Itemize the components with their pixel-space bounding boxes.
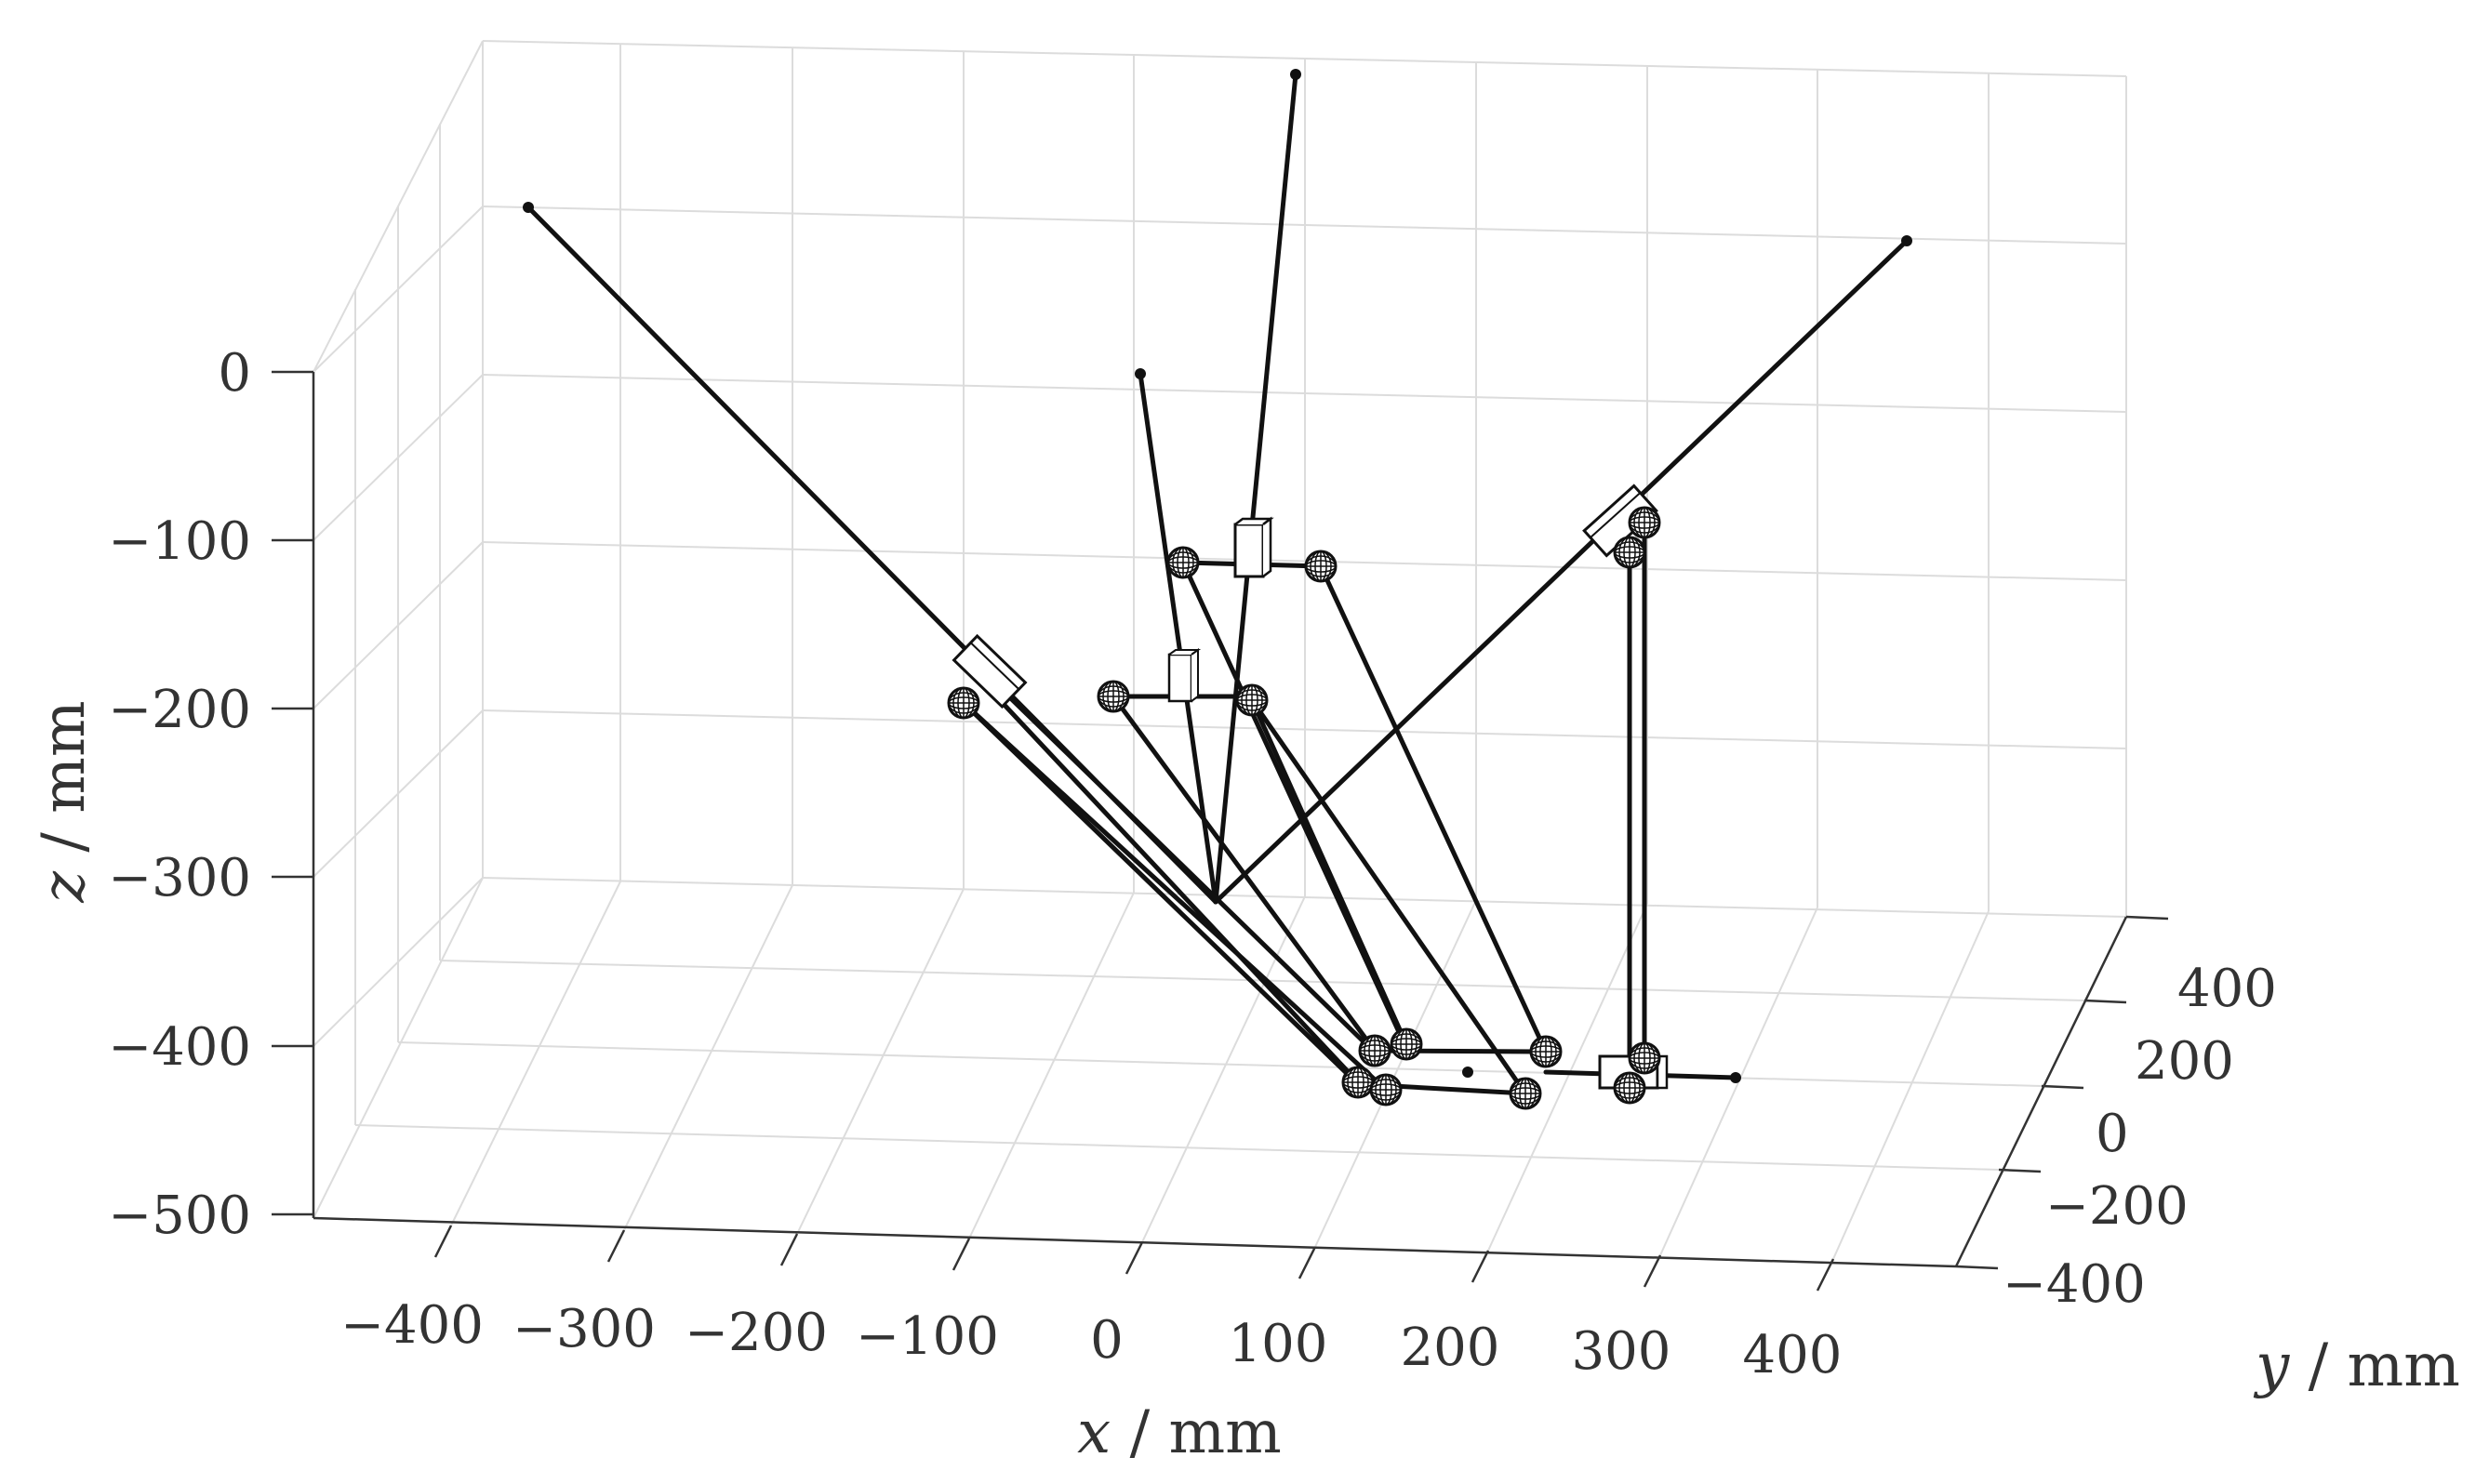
- x-tick-labels: −400 −300 −200 −100 0 100 200 300 400: [340, 1295, 1842, 1385]
- guide-rail: [1213, 72, 1298, 905]
- platform-center-point: [1462, 1067, 1473, 1078]
- z-tick-label: −100: [108, 511, 251, 572]
- guide-rail: [1138, 371, 1218, 905]
- base-point: [1135, 368, 1146, 379]
- globe-icon: [1166, 546, 1200, 579]
- x-axis-label: x / mm: [1077, 1398, 1282, 1467]
- link-rod: [1180, 560, 1407, 1047]
- link-rod: [961, 700, 1363, 1089]
- z-tick-label: −300: [108, 848, 251, 908]
- x-tick-label: 0: [1090, 1310, 1124, 1371]
- y-axis-label: y / mm: [2253, 1332, 2460, 1400]
- tick-marks: [272, 370, 2169, 1292]
- x-tick-label: 300: [1572, 1321, 1671, 1382]
- globe-icon: [1613, 536, 1646, 569]
- base-points: [523, 69, 1912, 1083]
- globe-icon: [1097, 680, 1130, 713]
- x-tick-label: 400: [1743, 1325, 1843, 1385]
- globe-icon: [1369, 1073, 1403, 1106]
- z-tick-labels: 0 −100 −200 −300 −400 −500: [108, 343, 251, 1246]
- x-tick-label: 200: [1401, 1318, 1500, 1378]
- link-rod: [961, 700, 1389, 1093]
- y-tick-label: 400: [2177, 959, 2277, 1019]
- z-tick-label: −500: [108, 1186, 251, 1246]
- globe-icon: [1358, 1034, 1391, 1067]
- y-tick-labels: −400 −200 0 200 400: [2003, 959, 2277, 1315]
- box-icon: [1233, 517, 1272, 578]
- x-tick-label: −100: [856, 1306, 999, 1367]
- globe-icon: [1628, 506, 1661, 539]
- link-rod: [970, 669, 1361, 1085]
- globe-icon: [1235, 683, 1269, 717]
- link-rod: [988, 676, 1378, 1055]
- x-tick-label: −400: [340, 1295, 484, 1356]
- axis-box: [312, 372, 2128, 1268]
- y-tick-label: 0: [2096, 1104, 2129, 1164]
- base-point: [1901, 235, 1912, 246]
- globe-icon: [1509, 1077, 1542, 1110]
- robot-links: [526, 72, 1910, 1096]
- grid-lines: [313, 40, 2127, 1267]
- globe-icon: [1529, 1035, 1563, 1068]
- globe-icon: [1613, 1071, 1646, 1105]
- globe-icon: [1628, 1041, 1661, 1075]
- base-point: [1730, 1072, 1741, 1083]
- x-tick-label: −200: [685, 1303, 828, 1363]
- link-rod: [1249, 697, 1528, 1096]
- x-tick-label: 100: [1229, 1314, 1328, 1374]
- y-tick-label: −200: [2045, 1176, 2189, 1237]
- z-tick-label: 0: [218, 343, 251, 404]
- globe-icon: [947, 686, 980, 720]
- z-axis-label: z / mm: [30, 700, 99, 903]
- box-icon: [1167, 648, 1200, 703]
- y-tick-label: 200: [2135, 1031, 2234, 1092]
- base-point: [523, 202, 534, 213]
- z-tick-label: −400: [108, 1017, 251, 1078]
- globe-icon: [1390, 1027, 1423, 1061]
- y-tick-label: −400: [2003, 1254, 2146, 1315]
- link-rod: [1111, 694, 1378, 1053]
- z-tick-label: −200: [108, 680, 251, 740]
- base-point: [1290, 69, 1301, 80]
- globe-icon: [1341, 1066, 1375, 1099]
- guide-rail: [1213, 238, 1910, 905]
- globe-icon: [1304, 550, 1338, 583]
- link-rod: [1318, 563, 1549, 1054]
- x-tick-label: −300: [512, 1299, 656, 1359]
